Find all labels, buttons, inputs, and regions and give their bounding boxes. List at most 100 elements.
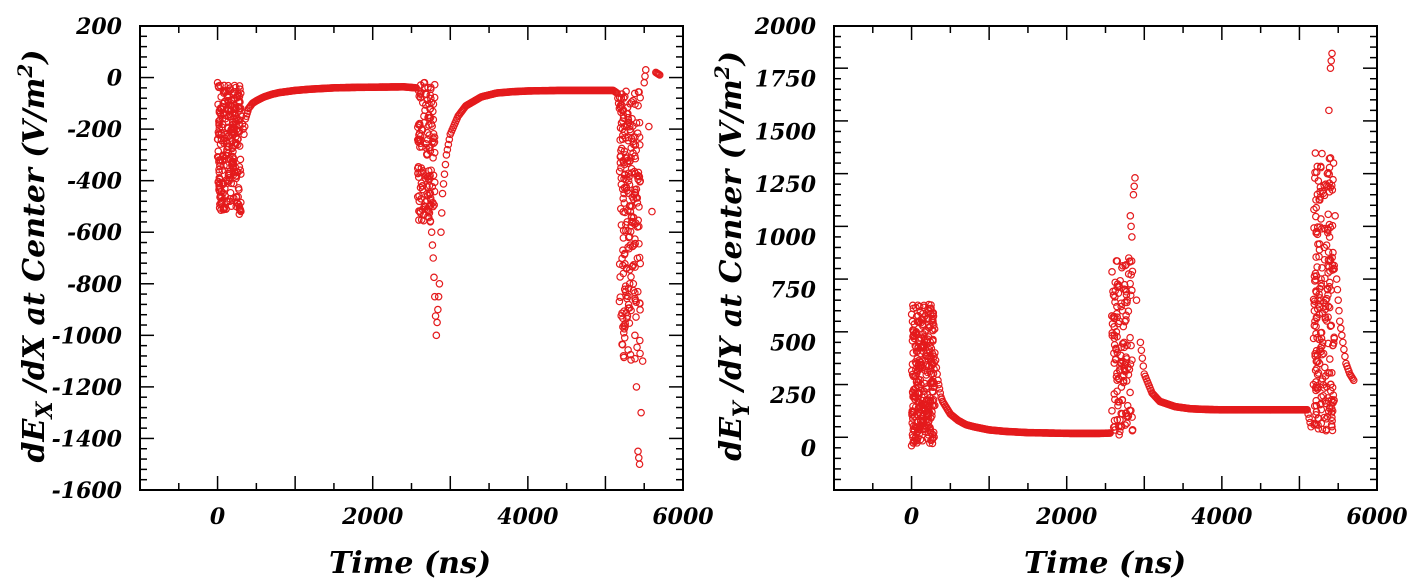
x-tick-label: 6000 [652,504,714,530]
data-point [218,157,227,165]
data-point [625,279,634,288]
data-point [214,147,223,155]
data-point [1312,287,1320,295]
data-point [1329,398,1337,407]
data-point [930,325,939,333]
y-tick-label: 0 [107,66,123,92]
data-point [635,253,644,262]
data-point [414,173,423,181]
data-point [910,437,919,446]
data-point [416,143,424,151]
chart-right: 0 2000 4000 6000 2000 1750 1500 1250 1000 750 500 2… [710,14,1408,581]
data-point [428,241,437,249]
data-point [414,120,423,129]
data-point [1341,352,1349,361]
data-point [1327,56,1336,65]
data-point [1128,267,1137,276]
data-point [1337,324,1345,333]
data-point [1105,429,1113,437]
data-point [1347,373,1356,381]
data-point [1322,426,1330,435]
data-point [1320,413,1329,422]
data-point [924,421,933,430]
data-point [1113,348,1122,357]
data-point [217,93,225,101]
data-point [1335,317,1344,326]
data-point [1330,334,1339,343]
data-point [232,105,240,114]
data-point [1317,334,1326,343]
data-point [619,111,628,119]
data-point [1139,362,1148,370]
y-axis-title-right: dEY /dY at Center (V/m2) [710,51,755,461]
data-point [929,335,937,344]
data-point [1116,362,1124,370]
data-point [237,207,245,216]
y-title-mid: /dY at Center (V/m [714,79,749,401]
data-point [1128,426,1137,435]
data-point [1311,149,1320,157]
data-point [423,135,432,144]
data-point [635,118,644,127]
data-point [214,128,223,136]
data-point [1113,376,1121,385]
data-point [1125,257,1134,265]
data-point [621,208,629,217]
data-point [616,102,624,111]
data-point [219,204,228,213]
data-point [927,379,936,388]
data-point [1137,346,1146,355]
data-point [909,426,918,434]
data-point [235,185,243,194]
data-point [218,196,227,205]
data-point [1118,263,1126,272]
data-point [1313,334,1321,342]
data-point [915,334,923,342]
data-point [628,242,637,251]
data-point [1120,280,1129,289]
data-point [930,379,938,387]
data-point [620,171,629,179]
data-point [430,273,438,282]
data-point [619,314,627,323]
data-point [635,133,644,141]
data-point [1112,372,1121,381]
data-point [1312,313,1321,322]
data-point [217,128,226,137]
data-point [440,170,449,179]
data-point [1122,377,1131,385]
x-tick-label: 4000 [1191,504,1253,530]
x-tick-label: 6000 [1346,504,1408,530]
data-point [627,356,635,364]
data-point [418,185,427,194]
y-tick-label: 1500 [755,119,817,145]
data-point [1123,413,1132,421]
data-point [625,232,634,241]
data-point [631,294,639,303]
data-point [1115,431,1123,439]
data-point [1312,253,1320,261]
data-point [226,195,234,203]
data-point [615,167,624,176]
data-point [1327,181,1336,190]
y-tick-label: 750 [770,278,817,304]
tick-marks-right [833,25,1378,491]
data-point [634,447,642,456]
data-point [920,403,928,412]
data-point [1317,279,1326,288]
x-tick-label: 0 [210,504,226,530]
data-point [215,121,223,129]
data-point [623,159,632,168]
data-point [1318,309,1327,318]
data-point [635,460,644,469]
data-point [1322,241,1331,249]
data-point [624,118,633,127]
data-point [929,383,937,392]
y-tick-label: -1000 [52,323,123,349]
data-point [1109,291,1118,299]
data-point [1340,345,1348,354]
data-point [637,408,645,417]
data-point [918,322,927,330]
data-point [1324,291,1332,299]
